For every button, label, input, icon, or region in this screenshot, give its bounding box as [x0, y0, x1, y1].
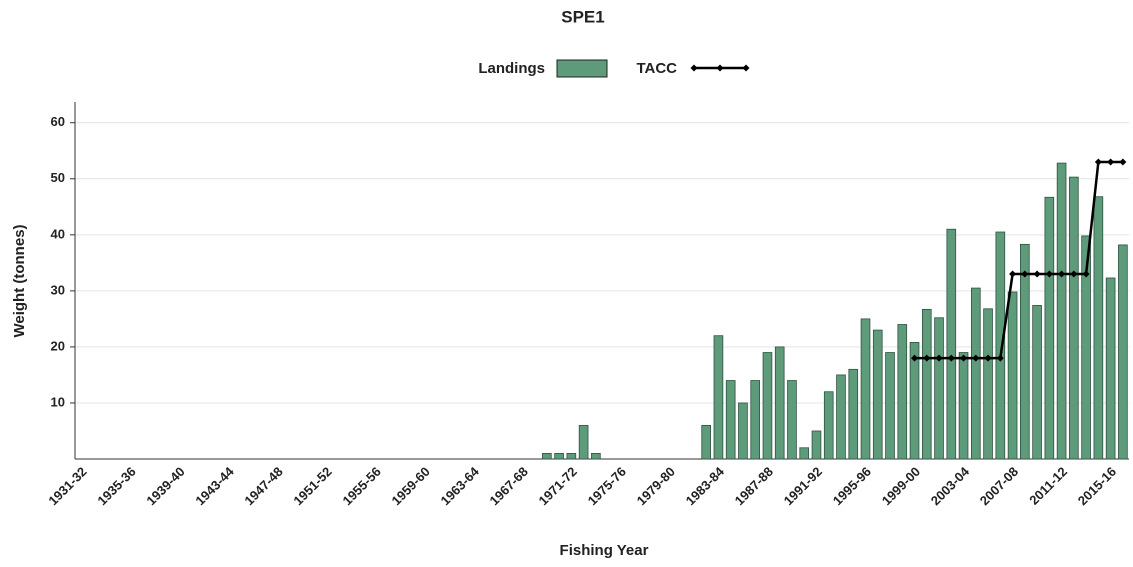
bar — [958, 352, 969, 460]
bar — [848, 368, 859, 460]
marker — [996, 354, 1004, 362]
marker — [1045, 270, 1053, 278]
marker — [911, 354, 919, 362]
bar — [946, 228, 957, 460]
x-tick-label: 1995-96 — [830, 464, 874, 508]
bar — [738, 402, 748, 460]
bar — [983, 308, 993, 460]
bar — [725, 380, 736, 460]
bar — [995, 231, 1006, 460]
x-tick-label: 1975-76 — [585, 464, 629, 508]
bar — [1081, 235, 1091, 460]
bar — [823, 391, 834, 460]
x-tick-label: 1931-32 — [45, 464, 89, 508]
bar — [897, 324, 908, 460]
y-tick-label: 30 — [51, 282, 65, 297]
bar — [591, 452, 601, 460]
marker — [960, 354, 968, 362]
y-tick-label: 40 — [51, 226, 65, 241]
marker — [1021, 270, 1029, 278]
y-tick-label: 60 — [51, 114, 65, 129]
x-axis-title: Fishing Year — [560, 542, 649, 559]
x-tick-label: 2015-16 — [1075, 464, 1119, 508]
marker — [1107, 158, 1115, 166]
x-tick-label: 1947-48 — [241, 464, 285, 508]
bar — [1105, 277, 1116, 460]
bar — [836, 374, 846, 460]
y-tick-label: 20 — [51, 338, 65, 353]
bar — [750, 380, 761, 460]
bar — [554, 452, 564, 460]
marker — [984, 354, 992, 362]
x-tick-label: 1955-56 — [339, 464, 383, 508]
bar — [860, 318, 871, 460]
legend-label: TACC — [636, 60, 677, 77]
x-tick-label: 1991-92 — [781, 464, 825, 508]
x-tick-label: 1979-80 — [634, 464, 678, 508]
marker — [1119, 158, 1127, 166]
x-tick-label: 1935-36 — [94, 464, 138, 508]
bar — [1093, 196, 1104, 460]
bar — [713, 335, 724, 460]
bar — [1056, 162, 1067, 460]
bar — [885, 352, 895, 460]
marker — [1033, 270, 1041, 278]
x-tick-label: 1959-60 — [388, 464, 432, 508]
x-tick-label: 1967-68 — [487, 464, 531, 508]
bar — [774, 346, 785, 460]
bar — [1069, 176, 1079, 460]
legend-swatch — [556, 59, 608, 78]
x-tick-label: 2007-08 — [977, 464, 1021, 508]
bar — [787, 380, 797, 460]
bar — [1044, 196, 1055, 460]
x-tick-label: 2011-12 — [1026, 464, 1070, 508]
legend-marker — [716, 64, 724, 72]
marker — [1070, 270, 1078, 278]
bar — [934, 317, 944, 460]
marker — [1058, 270, 1066, 278]
y-tick-label: 10 — [51, 394, 65, 409]
x-tick-label: 2003-04 — [928, 463, 973, 508]
bar — [970, 287, 981, 460]
bar — [811, 430, 822, 460]
legend-marker — [690, 64, 698, 72]
bar — [909, 342, 920, 460]
marker — [935, 354, 943, 362]
x-tick-label: 1983-84 — [683, 463, 728, 508]
legend-label: Landings — [478, 60, 545, 77]
bar — [872, 329, 883, 460]
bar — [1007, 291, 1018, 460]
bar — [542, 452, 552, 460]
x-tick-label: 1963-64 — [438, 463, 483, 508]
marker — [1082, 270, 1090, 278]
bar — [921, 308, 932, 460]
chart-title: SPE1 — [561, 7, 604, 26]
x-tick-label: 1943-44 — [192, 463, 237, 508]
x-tick-label: 1999-00 — [879, 464, 923, 508]
bar — [701, 424, 711, 460]
x-tick-label: 1951-52 — [290, 464, 334, 508]
y-tick-label: 50 — [51, 170, 65, 185]
y-axis-title: Weight (tonnes) — [11, 224, 28, 337]
bar — [1118, 244, 1128, 460]
x-tick-label: 1939-40 — [143, 464, 187, 508]
bar — [1020, 243, 1030, 460]
legend-marker — [742, 64, 750, 72]
marker — [947, 354, 955, 362]
bar — [566, 452, 577, 460]
marker — [923, 354, 931, 362]
bar — [762, 352, 773, 460]
marker — [1009, 270, 1017, 278]
x-tick-label: 1971-72 — [536, 464, 580, 508]
bar — [578, 424, 589, 460]
x-tick-label: 1987-88 — [732, 464, 776, 508]
line — [914, 160, 1123, 360]
marker — [1094, 158, 1102, 166]
bar — [799, 447, 810, 460]
marker — [972, 354, 980, 362]
bar — [1032, 305, 1042, 460]
